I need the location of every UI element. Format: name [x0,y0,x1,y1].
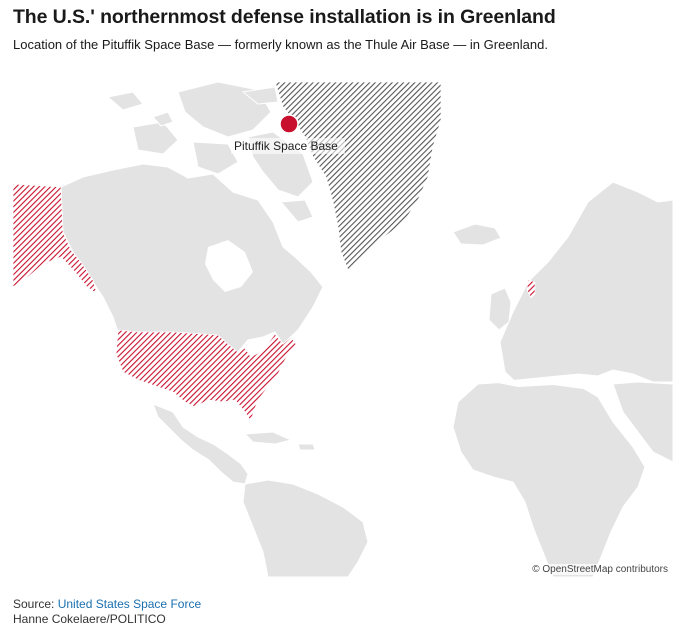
contiguous-us-region [115,329,297,424]
pituffik-label: Pituffik Space Base [234,139,338,153]
source-link[interactable]: United States Space Force [57,597,202,611]
page-title: The U.S.' northernmost defense installat… [13,6,556,28]
hudson-bay [205,240,253,292]
caribbean-islands [243,431,316,451]
credit-line: Hanne Cokelaere/POLITICO [13,612,166,626]
source-prefix: Source: [13,597,58,611]
central-america [152,403,249,485]
africa [452,381,646,577]
great-britain [488,287,512,331]
alaska-region [13,183,98,295]
denmark-region [526,279,536,299]
map-attribution[interactable]: © OpenStreetMap contributors [530,564,670,575]
mediterranean-sea [493,374,613,389]
north-america-landmass [60,163,324,361]
map[interactable]: Pituffik Space Base [13,82,673,577]
iceland [452,223,502,246]
page-subtitle: Location of the Pituffik Space Base — fo… [13,37,548,52]
source-line: Source: United States Space Force [13,597,201,611]
europe [499,181,673,385]
middle-east [612,381,673,463]
pituffik-marker[interactable] [279,114,299,134]
south-america [242,479,369,577]
